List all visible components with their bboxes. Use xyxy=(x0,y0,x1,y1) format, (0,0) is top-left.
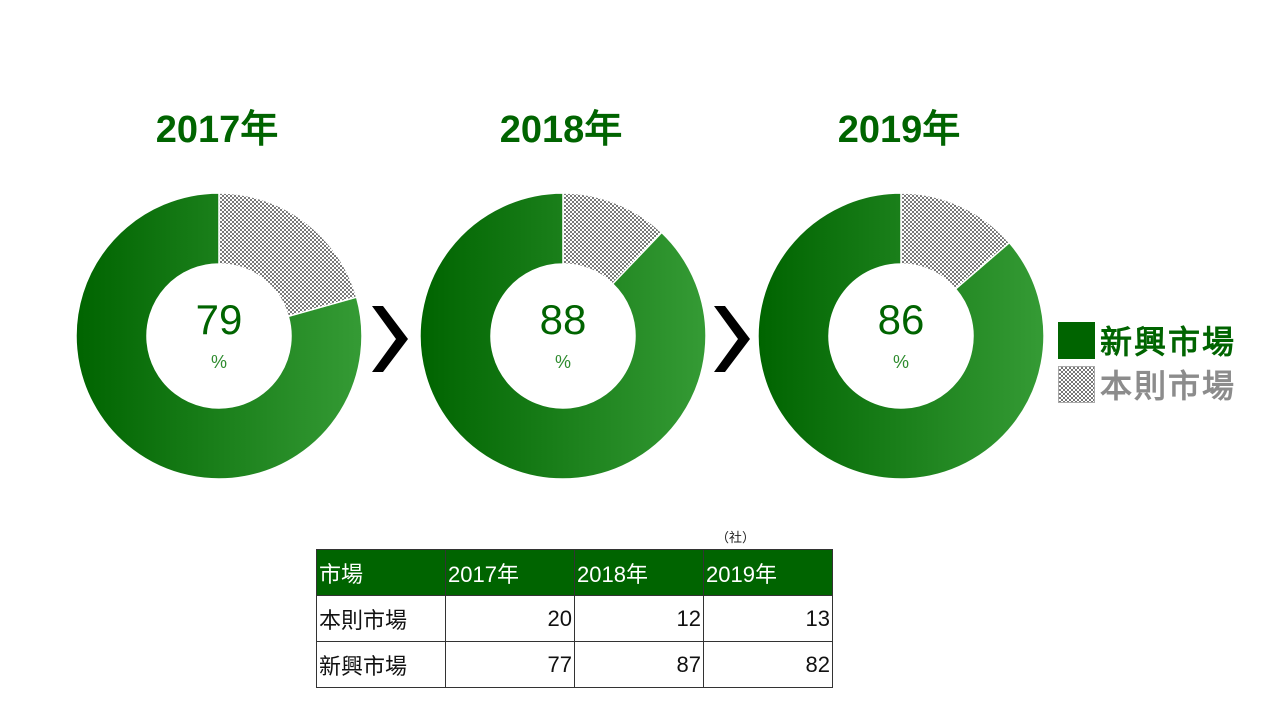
chevron-right-icon xyxy=(714,306,750,372)
chart-title-2018: 2018年 xyxy=(499,109,623,151)
donut-graphic xyxy=(420,193,706,479)
center-value: 88 xyxy=(539,296,587,343)
column-header: 2017年 xyxy=(445,549,575,596)
table-cell: 87 xyxy=(574,641,704,688)
center-value: 79 xyxy=(195,296,243,343)
chart-title-2017: 2017年 xyxy=(155,109,279,151)
center-unit: % xyxy=(892,352,909,372)
chevron-right-icon xyxy=(372,306,408,372)
row-label: 新興市場 xyxy=(316,641,446,688)
row-label: 本則市場 xyxy=(316,595,446,642)
legend-swatch-checker xyxy=(1058,365,1095,403)
center-value: 86 xyxy=(877,296,925,343)
center-unit: % xyxy=(210,352,227,372)
table-header-row: 市場 2017年 2018年 2019年 xyxy=(316,549,833,596)
table-row: 本則市場 20 12 13 xyxy=(316,595,833,642)
donut-chart-2018: 88 % xyxy=(420,193,706,479)
column-header: 2018年 xyxy=(574,549,704,596)
donut-graphic xyxy=(76,193,362,479)
chart-title-2019: 2019年 xyxy=(837,109,961,151)
legend-item-main: 本則市場 xyxy=(1058,362,1236,406)
donut-chart-2019: 86 % xyxy=(758,193,1044,479)
table-cell: 82 xyxy=(703,641,833,688)
legend-item-emerging: 新興市場 xyxy=(1058,318,1236,362)
legend-label: 新興市場 xyxy=(1100,324,1237,360)
legend-swatch-green xyxy=(1058,321,1095,359)
center-unit: % xyxy=(554,352,571,372)
data-table: 市場 2017年 2018年 2019年 本則市場 20 12 13 新興市場 … xyxy=(316,549,833,688)
table-cell: 13 xyxy=(703,595,833,642)
column-header: 2019年 xyxy=(703,549,833,596)
chart-legend: 新興市場 本則市場 xyxy=(1058,318,1236,406)
column-header: 市場 xyxy=(316,549,446,596)
table-row: 新興市場 77 87 82 xyxy=(316,641,833,688)
donut-graphic xyxy=(758,193,1044,479)
table-cell: 12 xyxy=(574,595,704,642)
table-cell: 20 xyxy=(445,595,575,642)
table-cell: 77 xyxy=(445,641,575,688)
donut-chart-2017: 79 % xyxy=(76,193,362,479)
legend-label: 本則市場 xyxy=(1100,368,1237,404)
table-unit-note: （社） xyxy=(716,530,756,545)
